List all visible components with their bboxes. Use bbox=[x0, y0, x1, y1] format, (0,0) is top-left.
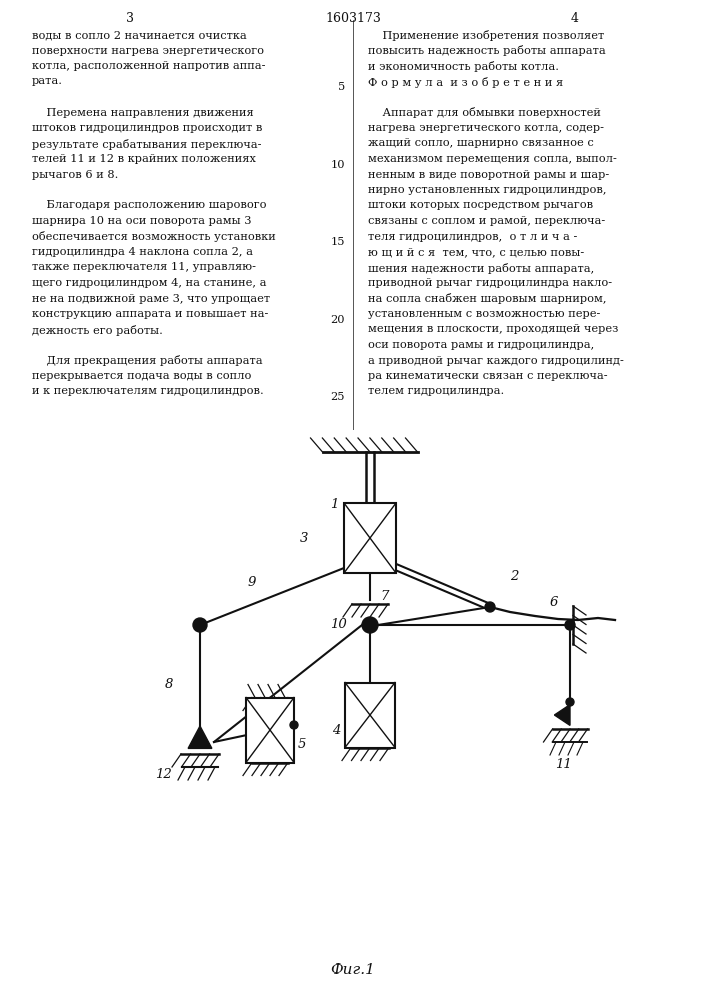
Text: 1603173: 1603173 bbox=[325, 12, 381, 25]
Text: рычагов 6 и 8.: рычагов 6 и 8. bbox=[32, 169, 118, 180]
Text: дежность его работы.: дежность его работы. bbox=[32, 324, 163, 336]
Text: на сопла снабжен шаровым шарниром,: на сопла снабжен шаровым шарниром, bbox=[368, 294, 607, 304]
Text: 8: 8 bbox=[165, 678, 173, 692]
Text: 15: 15 bbox=[330, 237, 345, 247]
Text: нирно установленных гидроцилиндров,: нирно установленных гидроцилиндров, bbox=[368, 185, 607, 195]
Text: шарнира 10 на оси поворота рамы 3: шарнира 10 на оси поворота рамы 3 bbox=[32, 216, 252, 226]
Text: и к переключателям гидроцилиндров.: и к переключателям гидроцилиндров. bbox=[32, 386, 264, 396]
Polygon shape bbox=[554, 705, 570, 725]
Text: обеспечивается возможность установки: обеспечивается возможность установки bbox=[32, 232, 276, 242]
Text: Благодаря расположению шарового: Благодаря расположению шарового bbox=[32, 200, 267, 211]
Text: мещения в плоскости, проходящей через: мещения в плоскости, проходящей через bbox=[368, 324, 619, 334]
Text: 2: 2 bbox=[510, 570, 518, 584]
Text: не на подвижной раме 3, что упрощает: не на подвижной раме 3, что упрощает bbox=[32, 294, 270, 304]
Text: также переключателя 11, управляю-: также переключателя 11, управляю- bbox=[32, 262, 256, 272]
Bar bbox=[246, 698, 294, 762]
Text: 1: 1 bbox=[330, 498, 339, 512]
Text: 10: 10 bbox=[330, 160, 345, 170]
Circle shape bbox=[565, 620, 575, 630]
Circle shape bbox=[193, 618, 207, 632]
Text: Перемена направления движения: Перемена направления движения bbox=[32, 107, 254, 117]
Text: 7: 7 bbox=[380, 589, 388, 602]
Text: Ф о р м у л а  и з о б р е т е н и я: Ф о р м у л а и з о б р е т е н и я bbox=[368, 77, 563, 88]
Text: шения надежности работы аппарата,: шения надежности работы аппарата, bbox=[368, 262, 595, 273]
Text: оси поворота рамы и гидроцилиндра,: оси поворота рамы и гидроцилиндра, bbox=[368, 340, 595, 350]
Text: жащий сопло, шарнирно связанное с: жащий сопло, шарнирно связанное с bbox=[368, 138, 594, 148]
Text: 6: 6 bbox=[550, 596, 559, 609]
Text: приводной рычаг гидроцилиндра накло-: приводной рычаг гидроцилиндра накло- bbox=[368, 278, 612, 288]
Text: установленным с возможностью пере-: установленным с возможностью пере- bbox=[368, 309, 600, 319]
Text: 4: 4 bbox=[332, 724, 340, 736]
Circle shape bbox=[362, 617, 378, 633]
Circle shape bbox=[566, 698, 574, 706]
Bar bbox=[345, 682, 395, 748]
Text: 11: 11 bbox=[555, 758, 572, 772]
Text: теля гидроцилиндров,  о т л и ч а -: теля гидроцилиндров, о т л и ч а - bbox=[368, 232, 578, 241]
Text: 3: 3 bbox=[300, 532, 308, 544]
Text: нагрева энергетического котла, содер-: нагрева энергетического котла, содер- bbox=[368, 123, 604, 133]
Bar bbox=[344, 503, 396, 573]
Text: Аппарат для обмывки поверхностей: Аппарат для обмывки поверхностей bbox=[368, 107, 601, 118]
Text: поверхности нагрева энергетического: поверхности нагрева энергетического bbox=[32, 45, 264, 55]
Text: воды в сопло 2 начинается очистка: воды в сопло 2 начинается очистка bbox=[32, 30, 247, 40]
Text: Для прекращения работы аппарата: Для прекращения работы аппарата bbox=[32, 356, 262, 366]
Text: 20: 20 bbox=[330, 315, 345, 325]
Circle shape bbox=[290, 721, 298, 729]
Text: телей 11 и 12 в крайних положениях: телей 11 и 12 в крайних положениях bbox=[32, 154, 256, 164]
Text: 4: 4 bbox=[571, 12, 579, 25]
Polygon shape bbox=[188, 726, 212, 748]
Text: результате срабатывания переключа-: результате срабатывания переключа- bbox=[32, 138, 262, 149]
Text: 3: 3 bbox=[126, 12, 134, 25]
Text: повысить надежность работы аппарата: повысить надежность работы аппарата bbox=[368, 45, 606, 56]
Text: механизмом перемещения сопла, выпол-: механизмом перемещения сопла, выпол- bbox=[368, 154, 617, 164]
Text: ю щ и й с я  тем, что, с целью повы-: ю щ и й с я тем, что, с целью повы- bbox=[368, 247, 584, 257]
Text: ра кинематически связан с переключа-: ра кинематически связан с переключа- bbox=[368, 371, 607, 381]
Circle shape bbox=[485, 602, 495, 612]
Text: 9: 9 bbox=[248, 576, 257, 588]
Text: 5: 5 bbox=[338, 82, 345, 92]
Text: гидроцилиндра 4 наклона сопла 2, а: гидроцилиндра 4 наклона сопла 2, а bbox=[32, 247, 253, 257]
Text: 5: 5 bbox=[298, 738, 306, 752]
Text: щего гидроцилиндром 4, на станине, а: щего гидроцилиндром 4, на станине, а bbox=[32, 278, 267, 288]
Text: конструкцию аппарата и повышает на-: конструкцию аппарата и повышает на- bbox=[32, 309, 269, 319]
Text: штоки которых посредством рычагов: штоки которых посредством рычагов bbox=[368, 200, 593, 211]
Text: Фиг.1: Фиг.1 bbox=[331, 963, 375, 977]
Text: 10: 10 bbox=[330, 618, 346, 632]
Text: перекрывается подача воды в сопло: перекрывается подача воды в сопло bbox=[32, 371, 252, 381]
Text: связаны с соплом и рамой, переключа-: связаны с соплом и рамой, переключа- bbox=[368, 216, 605, 226]
Text: штоков гидроцилиндров происходит в: штоков гидроцилиндров происходит в bbox=[32, 123, 262, 133]
Text: ненным в виде поворотной рамы и шар-: ненным в виде поворотной рамы и шар- bbox=[368, 169, 609, 180]
Text: а приводной рычаг каждого гидроцилинд-: а приводной рычаг каждого гидроцилинд- bbox=[368, 356, 624, 365]
Text: рата.: рата. bbox=[32, 77, 63, 87]
Text: 25: 25 bbox=[330, 392, 345, 402]
Text: Применение изобретения позволяет: Применение изобретения позволяет bbox=[368, 30, 604, 41]
Text: 12: 12 bbox=[155, 768, 172, 782]
Text: и экономичность работы котла.: и экономичность работы котла. bbox=[368, 61, 559, 72]
Text: котла, расположенной напротив аппа-: котла, расположенной напротив аппа- bbox=[32, 61, 266, 71]
Text: телем гидроцилиндра.: телем гидроцилиндра. bbox=[368, 386, 504, 396]
